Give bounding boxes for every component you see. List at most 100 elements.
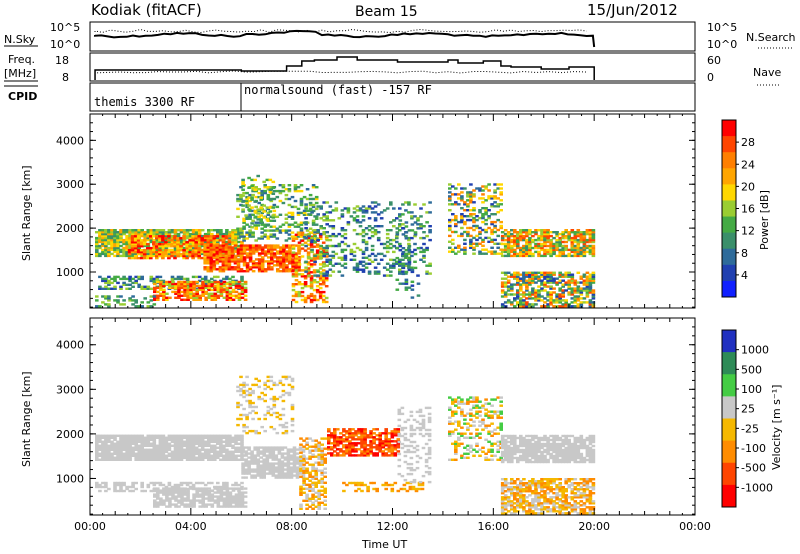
heat-cell (176, 440, 181, 443)
heat-cell (287, 233, 292, 236)
heat-cell (227, 262, 232, 265)
heat-cell (295, 476, 300, 479)
heat-cell (407, 238, 411, 242)
heat-cell (531, 291, 535, 294)
heat-cell (262, 452, 266, 455)
heat-cell (537, 297, 541, 300)
heat-cell (404, 249, 409, 252)
heat-cell (215, 248, 220, 251)
heat-cell (161, 454, 166, 457)
heat-cell (271, 454, 276, 457)
heat-cell (146, 305, 151, 308)
heat-cell (200, 244, 205, 248)
heat-cell (171, 491, 175, 494)
heat-cell (131, 232, 135, 236)
heat-cell (493, 220, 497, 224)
heat-cell (186, 290, 190, 294)
heat-cell (104, 232, 108, 236)
heat-cell (528, 238, 532, 242)
heat-cell (549, 246, 553, 250)
heat-cell (294, 271, 299, 274)
heat-cell (552, 271, 556, 274)
heat-cell (322, 272, 326, 275)
heat-cell (251, 264, 256, 267)
heat-cell (216, 487, 220, 491)
heat-cell (355, 262, 360, 265)
heat-cell (422, 236, 426, 240)
heat-cell (463, 252, 467, 255)
heat-cell (558, 279, 562, 282)
heat-cell (398, 264, 402, 267)
heat-cell (241, 466, 245, 469)
heat-cell (448, 234, 452, 238)
heat-cell (143, 442, 147, 445)
heat-cell (404, 280, 409, 283)
heat-cell (295, 470, 300, 473)
heat-cell (251, 244, 256, 247)
heat-cell (251, 260, 256, 263)
heat-cell (257, 262, 262, 265)
heat-cell (481, 228, 485, 232)
heat-cell (234, 240, 238, 244)
heat-cell (218, 246, 223, 249)
heat-cell (546, 231, 550, 234)
heat-cell (251, 250, 256, 253)
heat-cell (289, 468, 294, 471)
heat-cell (570, 236, 575, 240)
heat-cell (101, 301, 105, 304)
heat-cell (95, 436, 99, 439)
heat-cell (588, 231, 593, 234)
heat-cell (203, 239, 207, 242)
heat-cell (164, 450, 169, 453)
heat-cell (155, 256, 159, 260)
heat-cell (367, 270, 372, 273)
heat-cell (534, 232, 538, 236)
heat-cell (250, 222, 254, 225)
heat-cell (110, 246, 114, 250)
heat-cell (496, 218, 500, 222)
heat-cell (194, 438, 199, 441)
heat-cell (534, 275, 538, 278)
heat-cell (290, 213, 295, 216)
heat-cell (130, 239, 135, 242)
heat-cell (155, 456, 160, 459)
heat-cell (104, 285, 108, 288)
heat-cell (337, 232, 342, 236)
heat-cell (262, 462, 266, 465)
heat-cell (555, 240, 559, 244)
heat-cell (104, 303, 108, 306)
heat-cell (173, 450, 178, 453)
heat-cell (295, 456, 300, 459)
heat-cell (267, 266, 271, 269)
heat-cell (576, 250, 581, 254)
heat-cell (272, 233, 277, 236)
heat-cell (216, 290, 221, 294)
heat-cell (186, 292, 190, 295)
heat-cell (525, 289, 529, 292)
heat-cell (191, 250, 195, 254)
heat-cell (122, 281, 126, 285)
heat-cell (289, 458, 294, 461)
heat-cell (281, 201, 286, 205)
heat-cell (242, 225, 246, 228)
heat-cell (401, 250, 406, 254)
heat-cell (207, 434, 211, 437)
power-colorbar-swatch (722, 120, 736, 137)
heat-cell (203, 248, 207, 251)
heat-cell (469, 199, 473, 202)
heat-cell (513, 283, 517, 286)
heat-cell (463, 242, 467, 245)
heat-cell (98, 485, 102, 489)
heat-cell (237, 434, 241, 437)
heat-cell (588, 238, 593, 242)
heat-cell (119, 232, 123, 236)
heat-cell (588, 283, 593, 286)
heat-cell (234, 236, 238, 240)
heat-cell (287, 184, 292, 187)
heat-cell (125, 287, 129, 290)
heat-cell (321, 269, 326, 272)
heat-cell (173, 452, 178, 455)
heat-cell (490, 205, 494, 208)
heat-cell (228, 497, 233, 500)
heat-cell (231, 487, 236, 490)
